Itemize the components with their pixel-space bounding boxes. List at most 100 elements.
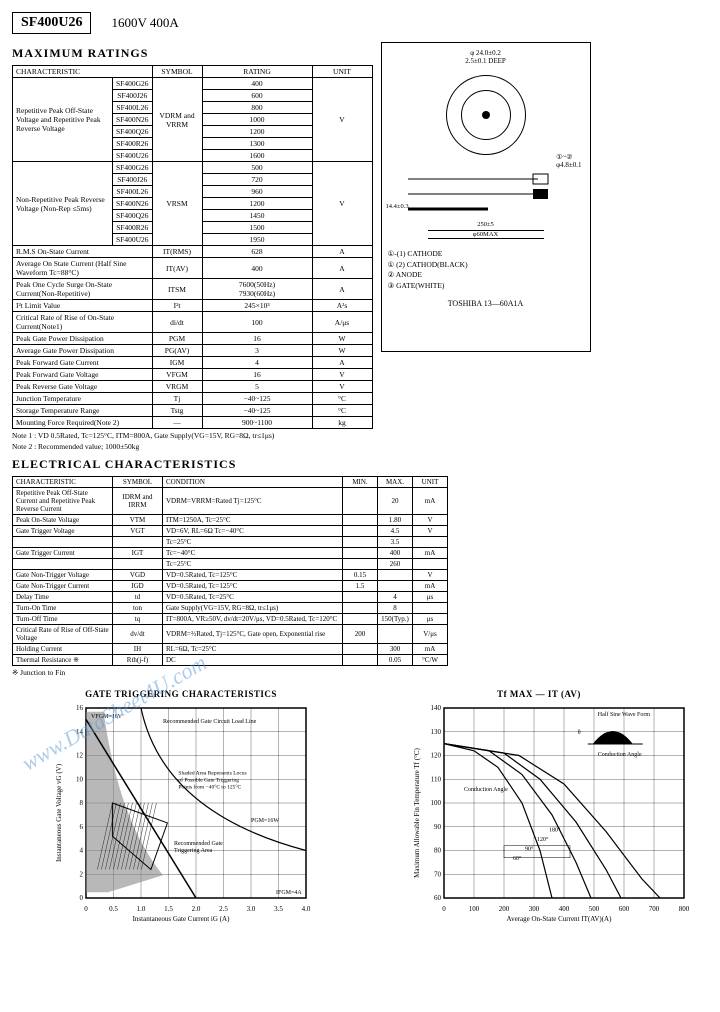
char-cell: I²t Limit Value	[13, 300, 153, 312]
sym-cell: —	[152, 417, 202, 429]
elec-cell: μs	[413, 614, 448, 625]
unit-cell: kg	[312, 417, 372, 429]
elec-cell: V/μs	[413, 625, 448, 644]
elec-cell: ton	[113, 603, 163, 614]
unit-cell: °C	[312, 393, 372, 405]
part-cell: SF400Q26	[113, 126, 153, 138]
elec-cell: Thermal Resistance ※	[13, 655, 113, 666]
unit-cell: A²s	[312, 300, 372, 312]
rating-cell: 1200	[202, 126, 312, 138]
svg-text:θ: θ	[578, 730, 581, 736]
col-rat: RATING	[202, 66, 312, 78]
rating-cell: 7600(50Hz) 7930(60Hz)	[202, 279, 312, 300]
elec-cell: 400	[378, 548, 413, 559]
rating-cell: 600	[202, 90, 312, 102]
svg-text:400: 400	[559, 905, 570, 913]
part-cell: SF400Q26	[113, 210, 153, 222]
part-cell: SF400L26	[113, 102, 153, 114]
elec-cell	[13, 537, 113, 548]
rating-cell: 400	[202, 258, 312, 279]
elec-cell: mA	[413, 488, 448, 515]
unit-cell: A	[312, 357, 372, 369]
svg-text:Half Sine Wave Form: Half Sine Wave Form	[598, 711, 651, 718]
char-cell: Peak One Cycle Surge On-State Current(No…	[13, 279, 153, 300]
elec-cell: ITM=1250A, Tc=25°C	[163, 515, 343, 526]
rating-cell: 245×10³	[202, 300, 312, 312]
elec-cell: Holding Current	[13, 644, 113, 655]
rating-cell: 800	[202, 102, 312, 114]
char-cell: Peak Forward Gate Voltage	[13, 369, 153, 381]
temp-current-chart: Tf MAX — IT (AV) 01002003004005006007008…	[409, 689, 669, 925]
svg-text:3.0: 3.0	[247, 905, 256, 913]
ecol-sym: SYMBOL	[113, 477, 163, 488]
sym-cell: VFGM	[152, 369, 202, 381]
rating-cell: 16	[202, 333, 312, 345]
elec-cell: Tc=25°C	[163, 559, 343, 570]
elec-cell: 1.5	[343, 581, 378, 592]
package-drawing: φ 24.0±0.2 2.5±0.1 DEEP ①~② φ4.8±0.1 250…	[381, 42, 591, 352]
pkg-dim6: 14.4±0.3	[386, 203, 409, 210]
char-cell: Peak Reverse Gate Voltage	[13, 381, 153, 393]
part-cell: SF400U26	[113, 234, 153, 246]
char-cell: Peak Forward Gate Current	[13, 357, 153, 369]
col-unit: UNIT	[312, 66, 372, 78]
chart2-title: Tf MAX — IT (AV)	[409, 689, 669, 699]
unit-cell: A	[312, 258, 372, 279]
package-outline	[446, 75, 526, 155]
unit-cell: °C	[312, 405, 372, 417]
svg-text:Maximum Allowable Fin Temperat: Maximum Allowable Fin Temperature Tf (°C…	[413, 747, 421, 877]
pkg-mfr: TOSHIBA 13—60A1A	[388, 299, 584, 308]
part-cell: SF400G26	[113, 78, 153, 90]
rating-cell: 1200	[202, 198, 312, 210]
char-cell: Storage Temperature Range	[13, 405, 153, 417]
sym-cell: I²t	[152, 300, 202, 312]
elec-cell: VD=6V, RL=6Ω Tc=−40°C	[163, 526, 343, 537]
svg-text:140: 140	[431, 704, 442, 712]
pkg-dim5: 250±5	[388, 221, 584, 228]
group2-unit: V	[312, 162, 372, 246]
elec-cell: IH	[113, 644, 163, 655]
elec-cell: VD=0.5Rated, Tc=125°C	[163, 570, 343, 581]
svg-text:600: 600	[619, 905, 630, 913]
elec-char-title: ELECTRICAL CHARACTERISTICS	[12, 457, 708, 472]
elec-cell	[343, 655, 378, 666]
svg-text:2.5: 2.5	[219, 905, 228, 913]
pin-list: ①-(1) CATHODE ① (2) CATHOD(BLACK) ② ANOD…	[388, 249, 584, 291]
elec-footnote: ※ Junction to Fin	[12, 668, 708, 677]
unit-cell: V	[312, 381, 372, 393]
elec-cell: VGT	[113, 526, 163, 537]
rating-cell: 3	[202, 345, 312, 357]
svg-text:200: 200	[499, 905, 510, 913]
elec-cell: td	[113, 592, 163, 603]
elec-char-table: CHARACTERISTIC SYMBOL CONDITION MIN. MAX…	[12, 476, 448, 666]
svg-text:100: 100	[469, 905, 480, 913]
elec-cell: mA	[413, 644, 448, 655]
sym-cell: IT(AV)	[152, 258, 202, 279]
sym-cell: di/dt	[152, 312, 202, 333]
svg-text:110: 110	[431, 775, 442, 783]
svg-text:180°: 180°	[549, 827, 561, 834]
group2-char: Non-Repetitive Peak Reverse Voltage (Non…	[13, 162, 113, 246]
ecol-cond: CONDITION	[163, 477, 343, 488]
svg-text:16: 16	[76, 704, 84, 712]
elec-cell: VD=0.5Rated, Tc=125°C	[163, 581, 343, 592]
gate-trigger-chart: GATE TRIGGERING CHARACTERISTICS 00.51.01…	[51, 689, 311, 925]
elec-cell: Gate Supply(VG=15V, RG=8Ω, tr≤1μs)	[163, 603, 343, 614]
svg-text:800: 800	[679, 905, 689, 913]
svg-text:Recommended Gate: Recommended Gate	[174, 841, 223, 847]
group1-char: Repetitive Peak Off-State Voltage and Re…	[13, 78, 113, 162]
svg-text:8: 8	[80, 799, 84, 807]
svg-text:Instantaneous Gate Current iG: Instantaneous Gate Current iG (A)	[133, 915, 230, 923]
pin-2: ① (2) CATHOD(BLACK)	[388, 260, 584, 271]
elec-cell: IGD	[113, 581, 163, 592]
char-cell: R.M.S On-State Current	[13, 246, 153, 258]
rating-cell: 5	[202, 381, 312, 393]
svg-text:0.5: 0.5	[109, 905, 118, 913]
elec-cell	[343, 526, 378, 537]
ecol-min: MIN.	[343, 477, 378, 488]
lead-drawing	[388, 169, 578, 219]
elec-cell: mA	[413, 548, 448, 559]
rating-cell: −40~125	[202, 405, 312, 417]
elec-cell: 0.05	[378, 655, 413, 666]
svg-text:14: 14	[76, 728, 84, 736]
